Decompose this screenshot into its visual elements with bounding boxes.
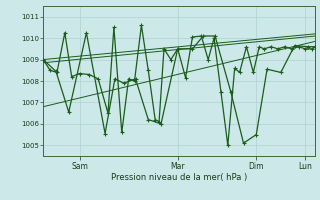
X-axis label: Pression niveau de la mer( hPa ): Pression niveau de la mer( hPa )	[111, 173, 247, 182]
